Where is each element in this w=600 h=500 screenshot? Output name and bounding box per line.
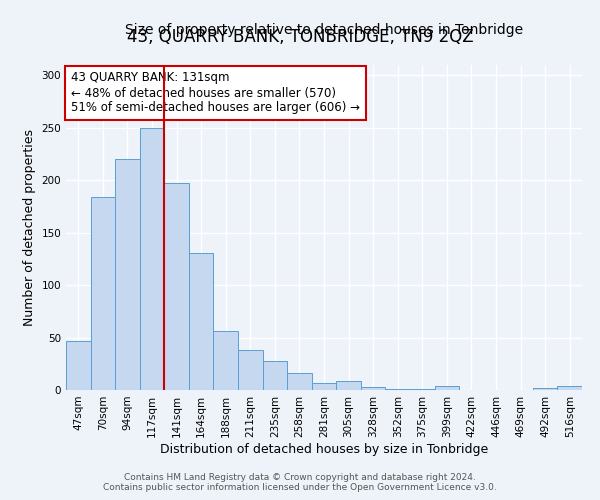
X-axis label: Distribution of detached houses by size in Tonbridge: Distribution of detached houses by size … xyxy=(160,442,488,456)
Title: Size of property relative to detached houses in Tonbridge: Size of property relative to detached ho… xyxy=(125,24,523,38)
Bar xyxy=(140,128,164,390)
Bar xyxy=(385,389,410,390)
Bar xyxy=(312,382,336,390)
Bar xyxy=(189,252,214,390)
Bar xyxy=(434,386,459,390)
Bar xyxy=(336,380,361,390)
Bar xyxy=(263,360,287,390)
Text: 43 QUARRY BANK: 131sqm
← 48% of detached houses are smaller (570)
51% of semi-de: 43 QUARRY BANK: 131sqm ← 48% of detached… xyxy=(71,72,360,114)
Bar xyxy=(164,184,189,390)
Bar xyxy=(557,386,582,390)
Bar xyxy=(533,388,557,390)
Bar xyxy=(214,332,238,390)
Text: Contains public sector information licensed under the Open Government Licence v3: Contains public sector information licen… xyxy=(103,484,497,492)
Bar xyxy=(115,160,140,390)
Bar xyxy=(66,340,91,390)
Text: Contains HM Land Registry data © Crown copyright and database right 2024.: Contains HM Land Registry data © Crown c… xyxy=(124,472,476,482)
Bar xyxy=(410,389,434,390)
Y-axis label: Number of detached properties: Number of detached properties xyxy=(23,129,36,326)
Bar xyxy=(287,373,312,390)
Bar xyxy=(238,350,263,390)
Bar xyxy=(91,197,115,390)
Text: 43, QUARRY BANK, TONBRIDGE, TN9 2QZ: 43, QUARRY BANK, TONBRIDGE, TN9 2QZ xyxy=(127,28,473,46)
Bar xyxy=(361,387,385,390)
